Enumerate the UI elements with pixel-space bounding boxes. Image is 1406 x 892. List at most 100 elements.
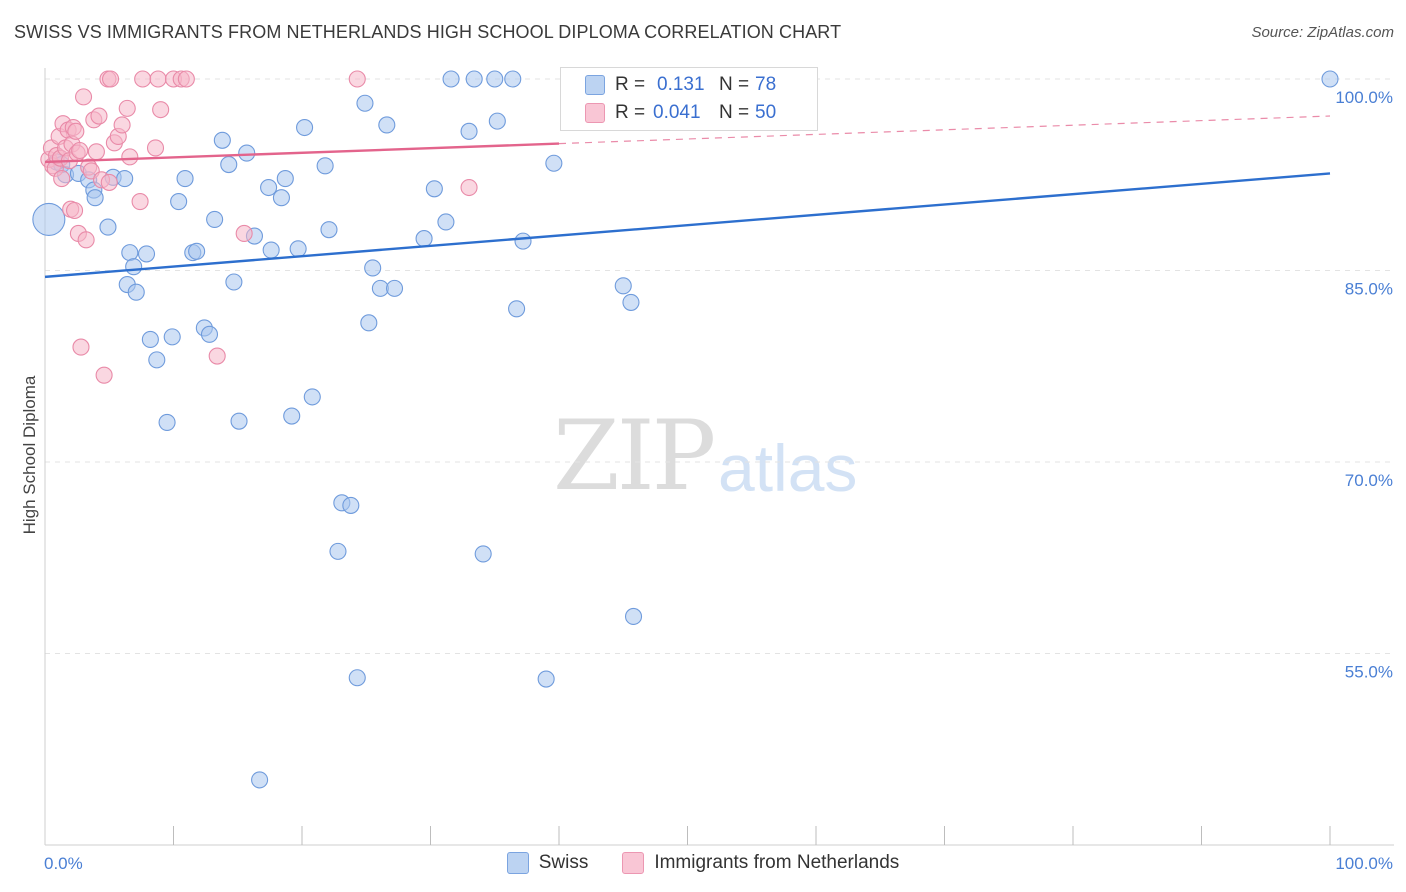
- swiss-point: [158, 413, 176, 431]
- swiss-point: [437, 213, 455, 231]
- y-tick-label: 70.0%: [1345, 471, 1393, 490]
- swiss-point: [176, 170, 194, 188]
- swiss-point: [206, 210, 224, 228]
- legend-r-value: 0.131: [657, 74, 705, 95]
- swiss-point: [296, 118, 314, 137]
- swiss-point: [329, 542, 347, 560]
- swiss-point: [32, 202, 66, 236]
- bottom-legend-swiss: Swiss: [506, 852, 589, 874]
- swiss-point: [342, 496, 360, 514]
- netherlands-point: [149, 70, 167, 88]
- netherlands-point: [177, 70, 195, 88]
- netherlands-trend-line: [44, 142, 560, 164]
- swiss-point: [415, 230, 433, 248]
- swiss-point: [148, 351, 166, 369]
- swiss-point: [1321, 70, 1339, 88]
- legend-r-label: R =: [615, 74, 646, 95]
- swiss-point: [141, 330, 159, 348]
- legend-n-label: N =: [719, 102, 750, 123]
- legend-box: R = 0.131 N = 78 R = 0.041 N = 50: [560, 67, 818, 131]
- chart-title: SWISS VS IMMIGRANTS FROM NETHERLANDS HIG…: [14, 22, 842, 42]
- series-swiss: [32, 70, 1339, 789]
- swiss-point: [289, 240, 307, 258]
- swiss-point: [251, 771, 269, 789]
- swiss-point: [474, 545, 492, 563]
- swiss-point: [364, 259, 382, 277]
- netherlands-point: [152, 101, 170, 119]
- legend-row-swiss: R = 0.131 N = 78: [585, 74, 777, 96]
- netherlands-point: [131, 193, 149, 211]
- swiss-swatch: [585, 75, 605, 95]
- swiss-point: [260, 178, 278, 197]
- swiss-point: [624, 607, 643, 626]
- swiss-point: [170, 193, 188, 211]
- netherlands-point: [460, 178, 478, 197]
- swiss-point: [188, 242, 206, 260]
- bottom-legend: Swiss Immigrants from Netherlands: [0, 852, 1406, 874]
- netherlands-point: [95, 366, 113, 384]
- swiss-point: [320, 221, 338, 239]
- netherlands-point: [134, 70, 152, 88]
- swiss-point: [385, 279, 404, 297]
- netherlands-point: [101, 70, 120, 88]
- legend-n-label: N =: [719, 74, 750, 95]
- netherlands-point: [90, 107, 108, 125]
- y-tick-label: 100.0%: [1335, 88, 1393, 107]
- swiss-point: [230, 412, 248, 430]
- netherlands-point: [77, 231, 95, 249]
- swiss-point: [213, 131, 231, 149]
- swiss-point: [486, 70, 504, 88]
- netherlands-point: [118, 99, 136, 117]
- netherlands-point: [113, 116, 131, 134]
- netherlands-point: [146, 139, 165, 157]
- x-tick-labels: 0.0% 100.0%: [44, 854, 1393, 873]
- swiss-point: [276, 170, 294, 188]
- swiss-point: [200, 325, 219, 343]
- legend-n-value: 78: [755, 74, 777, 95]
- netherlands-point: [66, 201, 84, 220]
- swiss-point: [356, 94, 374, 112]
- swiss-point: [316, 157, 334, 175]
- swiss-point: [508, 300, 526, 318]
- swiss-point: [99, 218, 117, 236]
- swiss-point: [460, 122, 478, 140]
- watermark-atlas: atlas: [718, 431, 858, 505]
- swiss-point: [86, 189, 104, 207]
- swiss-point: [442, 70, 460, 88]
- y-axis-label: High School Diploma: [20, 375, 39, 534]
- swiss-point: [537, 670, 555, 688]
- netherlands-point: [72, 338, 90, 356]
- netherlands-swatch: [622, 852, 645, 874]
- trend-lines: [44, 115, 1331, 279]
- swiss-point: [163, 328, 181, 346]
- source-label: Source: ZipAtlas.com: [1251, 24, 1394, 41]
- swiss-point: [272, 189, 290, 207]
- series-netherlands: [40, 70, 478, 384]
- legend-n-value: 50: [755, 102, 777, 123]
- netherlands-point: [87, 143, 105, 161]
- netherlands-point: [235, 224, 253, 243]
- swiss-point: [348, 669, 366, 687]
- netherlands-point: [53, 170, 71, 188]
- swiss-point: [465, 70, 483, 88]
- netherlands-swatch: [585, 103, 605, 123]
- bottom-legend-swiss-label: Swiss: [538, 852, 589, 873]
- swiss-point: [137, 245, 156, 263]
- swiss-point: [614, 277, 632, 295]
- netherlands-point: [71, 141, 89, 160]
- swiss-point: [622, 293, 640, 311]
- legend-r-label: R =: [615, 102, 646, 123]
- swiss-swatch: [506, 852, 529, 874]
- swiss-point: [514, 232, 532, 250]
- swiss-point: [303, 388, 321, 406]
- swiss-point: [238, 144, 256, 162]
- y-tick-label: 85.0%: [1345, 280, 1393, 299]
- swiss-point: [504, 70, 522, 88]
- swiss-point: [545, 154, 563, 172]
- swiss-point: [425, 180, 443, 198]
- y-tick-label: 55.0%: [1345, 663, 1393, 682]
- netherlands-point: [208, 347, 226, 365]
- x-tick-label: 0.0%: [44, 854, 83, 873]
- swiss-point: [488, 112, 506, 130]
